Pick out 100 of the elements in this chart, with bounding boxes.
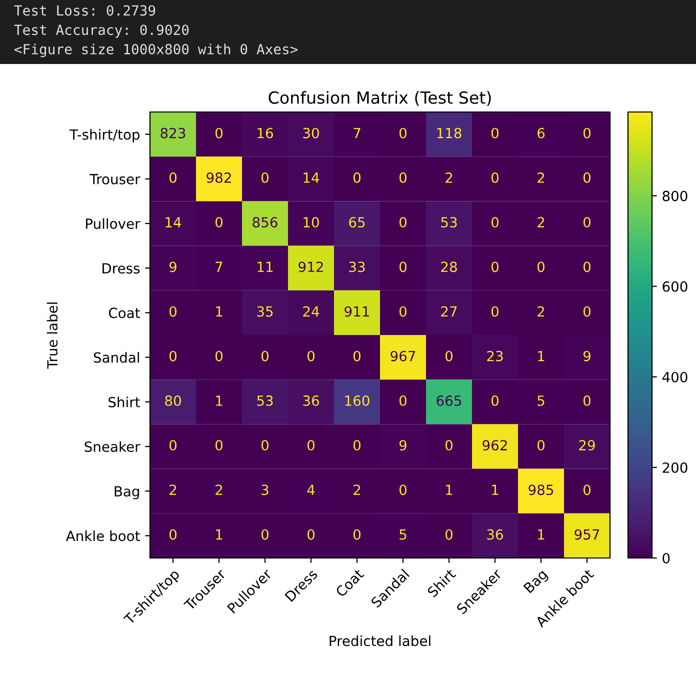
data-label: 0 xyxy=(261,529,268,540)
y-tick-label: T-shirt/top xyxy=(70,129,140,142)
data-label: 0 xyxy=(399,306,406,317)
data-label: 982 xyxy=(206,172,231,183)
data-label: 14 xyxy=(166,217,182,228)
data-label: 5 xyxy=(538,396,544,406)
data-label: 0 xyxy=(399,395,406,406)
y-tick-label: Sneaker xyxy=(84,441,140,452)
data-label: 9 xyxy=(399,440,406,451)
data-label: 0 xyxy=(583,217,590,228)
data-label: 0 xyxy=(399,172,406,183)
data-label: 0 xyxy=(353,529,360,540)
color-bar-label: 800 xyxy=(662,190,688,202)
color-bar-label: 400 xyxy=(662,372,688,382)
data-label: 665 xyxy=(436,395,462,406)
data-label: 0 xyxy=(353,350,360,362)
data-label: 0 xyxy=(215,128,222,138)
data-label: 0 xyxy=(491,306,498,317)
data-label: 2 xyxy=(446,172,452,183)
data-label: 53 xyxy=(441,217,457,228)
data-label: 0 xyxy=(307,440,314,451)
data-label: 1 xyxy=(538,529,544,540)
data-label: 2 xyxy=(538,306,544,317)
data-label: 36 xyxy=(303,395,319,406)
data-label: 0 xyxy=(537,440,544,451)
data-label: 0 xyxy=(583,172,590,183)
data-label: 0 xyxy=(445,529,452,540)
data-label: 9 xyxy=(169,262,176,272)
data-label: 1 xyxy=(538,351,544,362)
data-label: 967 xyxy=(390,350,416,362)
data-label: 33 xyxy=(349,262,365,272)
y-tick-label: Ankle boot xyxy=(66,530,140,542)
data-label: 0 xyxy=(399,217,406,228)
data-label: 14 xyxy=(304,172,320,183)
y-tick-label: Coat xyxy=(108,308,140,318)
data-label: 0 xyxy=(169,306,176,317)
data-label: 823 xyxy=(160,128,186,138)
color-bar-label: 0 xyxy=(662,552,670,564)
data-label: 0 xyxy=(215,350,222,362)
data-label: 29 xyxy=(579,440,595,451)
data-label: 23 xyxy=(487,350,503,362)
y-tick-label: Trouser xyxy=(90,174,140,184)
text: <Figure size 1000x800 with 0 Axes> xyxy=(14,44,298,58)
data-label: 1 xyxy=(216,306,222,317)
data-label: 0 xyxy=(491,128,498,138)
data-label: 0 xyxy=(399,262,406,272)
data-label: 0 xyxy=(307,350,314,362)
data-label: 36 xyxy=(487,529,503,540)
data-label: 0 xyxy=(169,350,176,362)
data-label: 7 xyxy=(216,262,222,272)
x-tick-label: Bag xyxy=(523,568,550,596)
y-tick-label: Shirt xyxy=(108,396,140,408)
data-label: 912 xyxy=(298,262,323,272)
data-label: 0 xyxy=(491,217,498,228)
data-label: 1 xyxy=(216,529,222,540)
y-tick-label: Pullover xyxy=(86,218,140,229)
data-label: 0 xyxy=(399,128,406,138)
data-label: 0 xyxy=(261,440,268,451)
data-label: 856 xyxy=(252,217,278,228)
data-label: 0 xyxy=(261,172,268,183)
data-label: 0 xyxy=(353,172,360,183)
data-label: 6 xyxy=(538,128,545,138)
data-label: 0 xyxy=(215,440,222,451)
data-label: 0 xyxy=(583,306,590,317)
y-tick-label: Dress xyxy=(102,263,140,274)
data-label: 0 xyxy=(583,262,590,272)
data-label: 160 xyxy=(345,395,370,406)
data-label: 0 xyxy=(215,217,222,228)
data-label: 0 xyxy=(537,262,544,272)
data-label: 0 xyxy=(491,262,498,272)
text: Test Accuracy: 0.9020 xyxy=(14,24,189,38)
data-label: 0 xyxy=(399,484,406,496)
y-tick-label: Bag xyxy=(114,486,140,500)
data-label: 911 xyxy=(344,306,369,317)
data-label: 2 xyxy=(538,217,544,228)
data-label: 2 xyxy=(216,484,222,495)
data-label: 0 xyxy=(261,350,268,362)
data-label: 0 xyxy=(491,172,498,183)
data-label: 962 xyxy=(482,440,507,451)
data-label: 9 xyxy=(583,350,590,362)
data-label: 4 xyxy=(307,484,315,495)
data-label: 1 xyxy=(216,396,222,406)
data-label: 0 xyxy=(491,395,498,406)
data-label: 118 xyxy=(437,128,462,138)
data-label: 0 xyxy=(583,484,590,496)
color-bar-label: 200 xyxy=(662,462,688,473)
data-label: 7 xyxy=(354,128,360,138)
data-label: 1 xyxy=(492,484,498,495)
data-label: 53 xyxy=(257,395,273,406)
data-label: 0 xyxy=(445,350,452,362)
y-tick-label: Sandal xyxy=(94,352,139,363)
color-bar-label: 600 xyxy=(662,281,688,292)
data-label: 0 xyxy=(353,440,360,451)
data-label: 957 xyxy=(574,529,600,540)
text: Test Loss: 0.2739 xyxy=(14,5,156,16)
data-label: 11 xyxy=(258,262,273,272)
data-label: 985 xyxy=(528,484,554,496)
data-label: 0 xyxy=(169,172,176,183)
data-label: 80 xyxy=(165,395,181,406)
data-label: 10 xyxy=(304,217,319,228)
